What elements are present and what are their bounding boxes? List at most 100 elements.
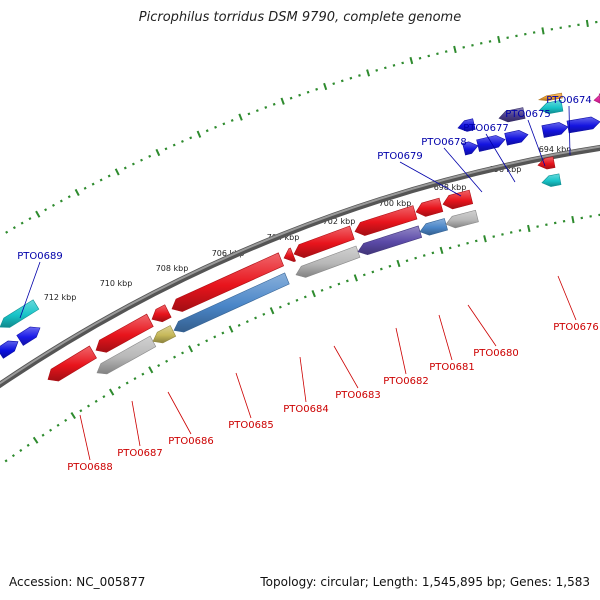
ruler-major-tick [483, 235, 487, 243]
reverse-gene-arrow [47, 345, 97, 382]
ruler-minor-tick [474, 239, 478, 243]
gene-label-reverse: PTO0686 [168, 436, 213, 447]
ruler-label: 700 kbp [379, 199, 412, 208]
label-leaders [19, 105, 577, 461]
ruler-minor-tick [44, 208, 48, 212]
ruler-label: 702 kbp [323, 217, 356, 226]
ruler-minor-tick [123, 166, 127, 170]
ruler-major-tick [114, 168, 120, 176]
reverse-gene-arrow [95, 313, 154, 353]
ruler-minor-tick [107, 174, 111, 178]
ruler-major-tick [196, 130, 202, 138]
ruler-minor-tick [140, 158, 143, 162]
label-leader [299, 356, 307, 403]
ruler-label: 710 kbp [100, 279, 133, 288]
ruler-minor-tick [462, 46, 466, 49]
reverse-feature-box [541, 173, 562, 187]
accession-text: Accession: NC_005877 [9, 575, 146, 589]
ruler-minor-tick [431, 251, 435, 255]
ruler-minor-tick [28, 217, 32, 221]
ruler-major-tick [70, 412, 76, 420]
ruler-minor-tick [466, 241, 469, 245]
ruler-minor-tick [340, 79, 344, 83]
ruler-minor-tick [67, 195, 71, 199]
ruler-minor-tick [214, 125, 217, 129]
gene-label-reverse: PTO0683 [335, 390, 380, 401]
ruler-minor-tick [345, 279, 349, 283]
ruler-minor-tick [79, 409, 83, 413]
ruler-minor-tick [51, 203, 55, 207]
ruler-minor-tick [5, 230, 9, 234]
ruler-minor-tick [237, 323, 241, 327]
ruler-minor-tick [287, 302, 291, 306]
ruler-minor-tick [133, 377, 137, 381]
ruler-minor-tick [298, 93, 302, 97]
ruler-minor-tick [245, 320, 249, 324]
ruler-minor-tick [205, 129, 209, 133]
label-leader [167, 391, 192, 435]
ruler-minor-tick [125, 381, 129, 385]
ruler-minor-tick [388, 264, 392, 268]
ruler-minor-tick [264, 106, 268, 109]
ruler-minor-tick [436, 52, 439, 56]
reverse-gene-arrow [354, 205, 418, 236]
ruler-minor-tick [20, 221, 24, 225]
genome-backbone [0, 145, 600, 389]
ruler-major-tick [228, 325, 234, 333]
reverse-feature-box [173, 272, 290, 333]
forward-gene-arrow [462, 141, 479, 156]
ruler-minor-tick [86, 404, 91, 408]
ruler-major-tick [74, 188, 80, 197]
label-leader [467, 304, 497, 347]
ruler-major-tick [453, 45, 457, 54]
ruler-minor-tick [213, 335, 217, 339]
ruler-minor-tick [444, 50, 448, 53]
ruler-minor-tick [94, 399, 98, 403]
reverse-gene-arrow [415, 197, 444, 217]
ruler-minor-tick [254, 316, 258, 320]
ruler-minor-tick [91, 182, 95, 186]
ruler-minor-tick [337, 282, 341, 286]
gene-label-reverse: PTO0684 [283, 404, 328, 415]
ruler-minor-tick [59, 199, 63, 203]
reverse-feature-box [419, 218, 448, 236]
ruler-major-tick [585, 19, 589, 28]
ruler-major-tick [32, 436, 39, 444]
label-leader [79, 414, 91, 461]
ruler-minor-tick [262, 312, 266, 316]
ruler-major-tick [366, 69, 371, 77]
genome-summary: Topology: circular; Length: 1,545,895 bp… [260, 575, 590, 589]
reverse-gene-arrow [151, 304, 172, 323]
ruler-minor-tick [332, 82, 336, 86]
backbone-highlight [0, 145, 600, 385]
ruler-minor-tick [358, 74, 361, 77]
ruler-minor-tick [278, 305, 282, 309]
ruler-minor-tick [205, 339, 209, 343]
ruler-minor-tick [383, 66, 387, 70]
forward-feature-box [539, 99, 564, 114]
backbone-shadow [0, 145, 600, 389]
reverse-gene-arrow [442, 189, 474, 210]
ruler-label: 708 kbp [156, 264, 189, 273]
ruler-minor-tick [165, 359, 169, 363]
ruler-minor-tick [157, 364, 161, 368]
ruler-minor-tick [392, 63, 396, 67]
ruler-minor-tick [255, 109, 259, 113]
ruler-minor-tick [303, 295, 307, 299]
ruler-major-tick [108, 388, 115, 396]
gene-label-forward: PTO0675 [505, 109, 550, 120]
ruler-minor-tick [197, 343, 201, 347]
ruler-minor-tick [221, 331, 225, 335]
ruler-minor-tick [141, 372, 145, 376]
gene-label-forward: PTO0678 [421, 137, 466, 148]
reverse-gene-arrow [171, 252, 285, 312]
ruler-minor-tick [222, 122, 226, 126]
label-leader [19, 261, 41, 319]
ruler-minor-tick [117, 386, 121, 390]
ruler-label: 712 kbp [44, 293, 77, 302]
ruler-label: 694 kbp [539, 145, 572, 154]
ruler-major-tick [280, 97, 285, 105]
ruler-major-tick [269, 307, 275, 315]
